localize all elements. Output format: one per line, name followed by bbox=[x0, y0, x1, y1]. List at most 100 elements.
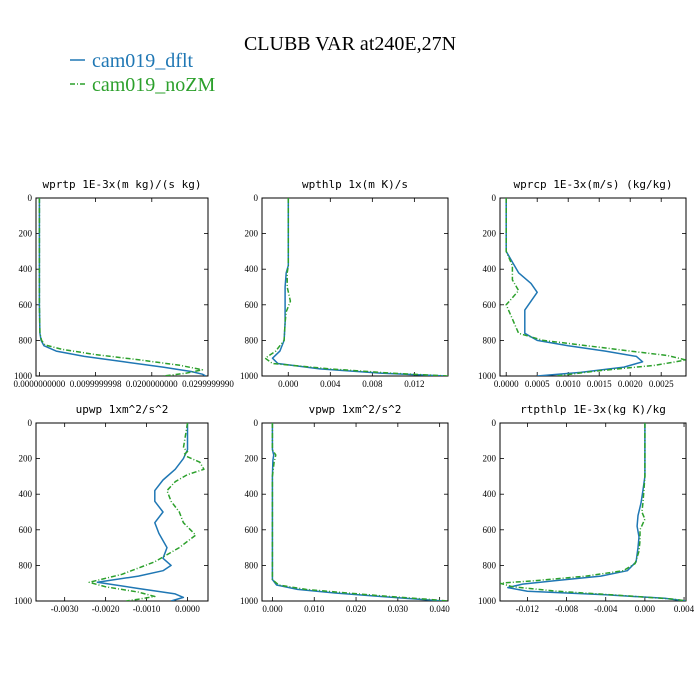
x-tick-label: -0.0020 bbox=[92, 604, 120, 614]
panel-4: upwp 1xm^2/s^2 0 200 400 600 800 1000 -0.0030 -0… bbox=[14, 403, 209, 614]
x-tick-label: 0.0000000000 bbox=[13, 379, 65, 389]
x-tick-label: 0.012 bbox=[404, 379, 424, 389]
series-line-nozm bbox=[271, 423, 448, 601]
x-tick-label: -0.004 bbox=[594, 604, 618, 614]
series-line-nozm bbox=[500, 423, 686, 601]
figure-title: CLUBB VAR at240E,27N bbox=[244, 33, 456, 55]
plot-frame bbox=[499, 422, 687, 602]
y-tick-label: 200 bbox=[483, 454, 497, 464]
plot-frame bbox=[35, 197, 209, 377]
legend-item-dflt: cam019_dflt bbox=[70, 50, 194, 72]
y-tick-label: 0 bbox=[254, 418, 259, 428]
y-tick-label: 800 bbox=[483, 560, 497, 570]
y-tick-label: 1000 bbox=[240, 371, 259, 381]
series-line-nozm bbox=[505, 198, 686, 376]
y-tick-label: 0 bbox=[28, 193, 33, 203]
series-line-dflt bbox=[271, 198, 446, 376]
x-tick-label: 0.0299999990 bbox=[182, 379, 234, 389]
y-tick-label: 1000 bbox=[478, 596, 497, 606]
plot-frame bbox=[499, 197, 687, 377]
x-tick-label: 0.000 bbox=[635, 604, 656, 614]
y-tick-label: 400 bbox=[483, 264, 497, 274]
y-tick-label: 1000 bbox=[478, 371, 497, 381]
x-tick-label: 0.030 bbox=[388, 604, 409, 614]
y-tick-label: 400 bbox=[19, 264, 33, 274]
plot-frame bbox=[35, 422, 209, 602]
y-tick-label: 200 bbox=[19, 229, 33, 239]
plot-frame bbox=[261, 197, 449, 377]
legend: cam019_dflt cam019_noZM bbox=[70, 50, 216, 96]
x-tick-label: -0.008 bbox=[555, 604, 579, 614]
y-tick-label: 1000 bbox=[14, 371, 33, 381]
y-tick-label: 0 bbox=[28, 418, 33, 428]
x-tick-label: 0.0020 bbox=[618, 379, 643, 389]
x-tick-label: 0.004 bbox=[320, 379, 341, 389]
y-tick-label: 200 bbox=[245, 454, 259, 464]
x-tick-label: 0.0015 bbox=[587, 379, 612, 389]
x-tick-label: 0.004 bbox=[674, 604, 695, 614]
series-line-dflt bbox=[505, 198, 644, 376]
series-line-dflt bbox=[271, 423, 444, 601]
y-tick-label: 600 bbox=[245, 525, 259, 535]
series-line-dflt bbox=[96, 423, 189, 601]
panels: wprtp 1E-3x(m kg)/(s kg) 0 200 400 600 800 100… bbox=[13, 178, 694, 614]
panel-title: rtpthlp 1E-3x(kg K)/kg bbox=[520, 403, 666, 416]
x-tick-label: 0.008 bbox=[362, 379, 383, 389]
panel-3: wprcp 1E-3x(m/s) (kg/kg) 0 200 400 600 800 100… bbox=[478, 178, 687, 389]
y-tick-label: 400 bbox=[245, 489, 259, 499]
panel-2: wpthlp 1x(m K)/s 0 200 400 600 800 1000 0.000 0.… bbox=[240, 178, 449, 389]
panel-title: upwp 1xm^2/s^2 bbox=[76, 403, 169, 416]
series-line-dflt bbox=[38, 198, 207, 376]
x-tick-label: -0.0030 bbox=[51, 604, 79, 614]
x-tick-label: 0.020 bbox=[346, 604, 367, 614]
y-tick-label: 400 bbox=[19, 489, 33, 499]
panel-title: vpwp 1xm^2/s^2 bbox=[309, 403, 402, 416]
x-tick-label: 0.0200000000 bbox=[126, 379, 178, 389]
y-tick-label: 0 bbox=[254, 193, 259, 203]
y-tick-label: 0 bbox=[492, 193, 497, 203]
x-tick-label: 0.0005 bbox=[525, 379, 550, 389]
panel-title: wprcp 1E-3x(m/s) (kg/kg) bbox=[514, 178, 673, 191]
x-tick-label: 0.0000 bbox=[175, 604, 200, 614]
series-line-nozm bbox=[38, 198, 204, 376]
x-tick-label: -0.0010 bbox=[133, 604, 161, 614]
x-tick-label: 0.010 bbox=[304, 604, 325, 614]
y-tick-label: 200 bbox=[483, 229, 497, 239]
y-tick-label: 600 bbox=[19, 525, 33, 535]
y-tick-label: 600 bbox=[483, 525, 497, 535]
panel-title: wpthlp 1x(m K)/s bbox=[302, 178, 408, 191]
legend-label-nozm: cam019_noZM bbox=[92, 74, 216, 96]
y-tick-label: 800 bbox=[245, 335, 259, 345]
panel-title: wprtp 1E-3x(m kg)/(s kg) bbox=[43, 178, 202, 191]
x-tick-label: -0.012 bbox=[516, 604, 539, 614]
panel-1: wprtp 1E-3x(m kg)/(s kg) 0 200 400 600 800 100… bbox=[13, 178, 234, 389]
y-tick-label: 800 bbox=[19, 560, 33, 570]
x-tick-label: 0.000 bbox=[262, 604, 283, 614]
x-tick-label: 0.0099999998 bbox=[70, 379, 122, 389]
y-tick-label: 600 bbox=[245, 300, 259, 310]
panel-6: rtpthlp 1E-3x(kg K)/kg 0 200 400 600 800 1000 -… bbox=[478, 403, 695, 614]
y-tick-label: 800 bbox=[19, 335, 33, 345]
y-tick-label: 1000 bbox=[14, 596, 33, 606]
series-line-nozm bbox=[88, 423, 205, 601]
y-tick-label: 600 bbox=[483, 300, 497, 310]
x-tick-label: 0.040 bbox=[430, 604, 451, 614]
y-tick-label: 400 bbox=[483, 489, 497, 499]
x-tick-label: 0.0010 bbox=[556, 379, 581, 389]
series-line-nozm bbox=[264, 198, 448, 376]
x-tick-label: 0.0025 bbox=[649, 379, 674, 389]
y-tick-label: 0 bbox=[492, 418, 497, 428]
y-tick-label: 800 bbox=[245, 560, 259, 570]
y-tick-label: 200 bbox=[19, 454, 33, 464]
legend-label-dflt: cam019_dflt bbox=[92, 50, 194, 72]
x-tick-label: 0.000 bbox=[278, 379, 299, 389]
y-tick-label: 800 bbox=[483, 335, 497, 345]
legend-item-nozm: cam019_noZM bbox=[70, 74, 216, 96]
y-tick-label: 200 bbox=[245, 229, 259, 239]
y-tick-label: 1000 bbox=[240, 596, 259, 606]
y-tick-label: 400 bbox=[245, 264, 259, 274]
x-tick-label: 0.0000 bbox=[494, 379, 519, 389]
y-tick-label: 600 bbox=[19, 300, 33, 310]
